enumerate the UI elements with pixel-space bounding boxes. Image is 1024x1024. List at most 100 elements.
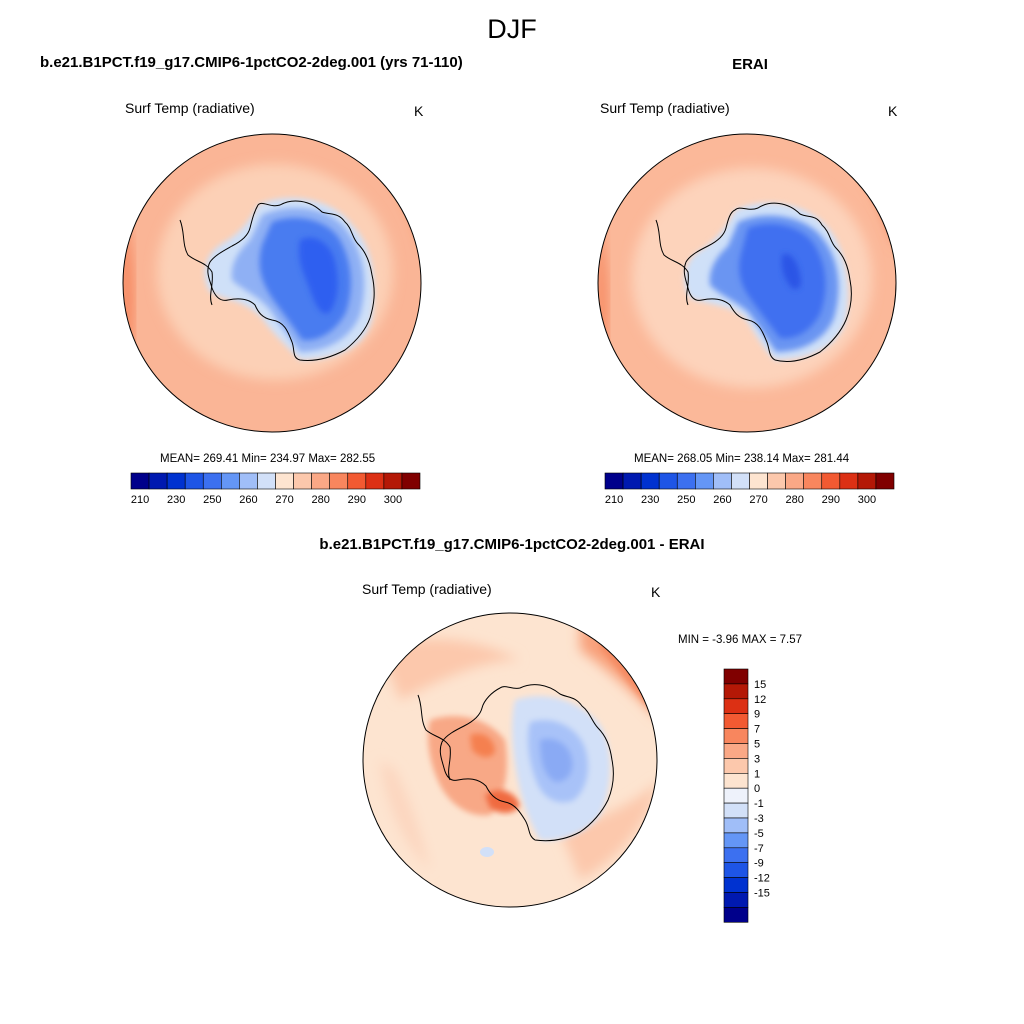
case-units-label: K	[414, 103, 424, 119]
case-colorbar-box	[401, 472, 421, 490]
diff-panel-title: b.e21.B1PCT.f19_g17.CMIP6-1pctCO2-2deg.0…	[319, 536, 705, 553]
diff-colorbar-label: -5	[754, 828, 764, 840]
case-colorbar-box	[383, 472, 403, 490]
diff-colorbar-label: 15	[754, 679, 766, 691]
obs-colorbar-box	[676, 472, 696, 490]
case-colorbar-box	[293, 472, 312, 490]
obs-panel-title: ERAI	[732, 56, 768, 73]
obs-colorbar-label: 270	[749, 494, 767, 506]
case-colorbar-label: 270	[275, 494, 293, 506]
case-colorbar-box	[130, 472, 150, 490]
case-colorbar-box	[221, 472, 240, 490]
obs-colorbar-box	[731, 472, 750, 490]
obs-colorbar-box	[857, 472, 877, 490]
diff-colorbar-label: -3	[754, 813, 764, 825]
diff-variable-label: Surf Temp (radiative)	[362, 581, 492, 597]
diff-colorbar-label: -1	[754, 798, 764, 810]
diff-map	[363, 613, 657, 907]
obs-colorbar-box	[640, 472, 660, 490]
diff-colorbar-box	[723, 892, 749, 908]
obs-colorbar-box	[821, 472, 841, 490]
diff-colorbar-label: 0	[754, 783, 760, 795]
case-colorbar-box	[347, 472, 367, 490]
obs-colorbar-label: 290	[822, 494, 840, 506]
diff-colorbar-box	[723, 683, 749, 700]
obs-colorbar-box	[622, 472, 642, 490]
diff-colorbar-box	[723, 772, 749, 789]
diff-colorbar-box	[723, 758, 749, 774]
obs-colorbar-box	[695, 472, 714, 490]
case-colorbar-label: 300	[384, 494, 402, 506]
case-colorbar-label: 260	[239, 494, 257, 506]
case-colorbar-label: 290	[348, 494, 366, 506]
case-variable-label: Surf Temp (radiative)	[125, 100, 255, 116]
obs-colorbar-label: 300	[858, 494, 876, 506]
diff-colorbar-box	[723, 698, 749, 714]
case-colorbar-box	[311, 472, 330, 490]
case-colorbar-box	[239, 472, 258, 490]
case-colorbar-label: 250	[203, 494, 221, 506]
diff-colorbar-box	[723, 787, 749, 804]
diff-colorbar-label: 1	[754, 768, 760, 780]
obs-colorbar-label: 250	[677, 494, 695, 506]
obs-colorbar-box	[839, 472, 859, 490]
case-colorbar-label: 210	[131, 494, 149, 506]
diff-colorbar-box	[723, 817, 749, 834]
diff-stats: MIN = -3.96 MAX = 7.57	[678, 634, 803, 646]
case-colorbar-box	[329, 472, 349, 490]
obs-variable-label: Surf Temp (radiative)	[600, 100, 730, 116]
case-colorbar-box	[275, 472, 294, 490]
diff-map-border	[362, 612, 658, 908]
page-title: DJF	[487, 14, 537, 44]
obs-colorbar-box	[749, 472, 768, 490]
diff-colorbar-box	[723, 802, 749, 819]
diff-colorbar-box	[723, 847, 749, 863]
case-colorbar: 210 230 250 260 270 280 290 300	[130, 472, 421, 506]
obs-colorbar-box	[875, 472, 895, 490]
case-map-border	[122, 133, 422, 433]
obs-colorbar-box	[658, 472, 678, 490]
diff-colorbar-box	[723, 713, 749, 729]
obs-colorbar-label: 280	[785, 494, 803, 506]
obs-colorbar-label: 210	[605, 494, 623, 506]
diff-colorbar-box	[723, 832, 749, 849]
diff-colorbar-label: 3	[754, 753, 760, 765]
case-colorbar-label: 280	[311, 494, 329, 506]
case-colorbar-box	[166, 472, 186, 490]
diff-colorbar-label: -12	[754, 873, 770, 885]
case-panel-title: b.e21.B1PCT.f19_g17.CMIP6-1pctCO2-2deg.0…	[40, 54, 463, 71]
obs-colorbar-box	[604, 472, 624, 490]
diff-colorbar: 15 12 9 7 5 3 1 0 -1 -3 -5 -7 -9 -12 -15	[723, 668, 770, 923]
diff-colorbar-box	[723, 862, 749, 878]
diff-units-label: K	[651, 584, 661, 600]
case-colorbar-box	[257, 472, 276, 490]
diff-colorbar-box	[723, 668, 749, 685]
obs-colorbar: 210 230 250 260 270 280 290 300	[604, 472, 895, 506]
case-colorbar-box	[202, 472, 222, 490]
diff-colorbar-box	[723, 743, 749, 759]
obs-colorbar-label: 260	[713, 494, 731, 506]
case-colorbar-box	[148, 472, 168, 490]
case-colorbar-box	[184, 472, 204, 490]
obs-colorbar-box	[785, 472, 804, 490]
obs-colorbar-label: 230	[641, 494, 659, 506]
obs-colorbar-box	[713, 472, 732, 490]
obs-colorbar-box	[803, 472, 823, 490]
obs-stats: MEAN= 268.05 Min= 238.14 Max= 281.44	[634, 453, 850, 465]
case-stats: MEAN= 269.41 Min= 234.97 Max= 282.55	[160, 453, 376, 465]
diff-colorbar-label: 12	[754, 694, 766, 706]
diff-colorbar-label: 5	[754, 739, 760, 751]
diff-colorbar-label: -9	[754, 858, 764, 870]
diff-colorbar-label: -15	[754, 888, 770, 900]
case-colorbar-label: 230	[167, 494, 185, 506]
diff-colorbar-box	[723, 728, 749, 744]
obs-units-label: K	[888, 103, 898, 119]
diff-colorbar-box	[723, 907, 749, 923]
diff-colorbar-label: 9	[754, 709, 760, 721]
case-colorbar-box	[365, 472, 385, 490]
obs-map-border	[597, 133, 897, 433]
obs-colorbar-box	[767, 472, 786, 490]
diff-colorbar-label: 7	[754, 724, 760, 736]
diff-colorbar-box	[723, 877, 749, 893]
